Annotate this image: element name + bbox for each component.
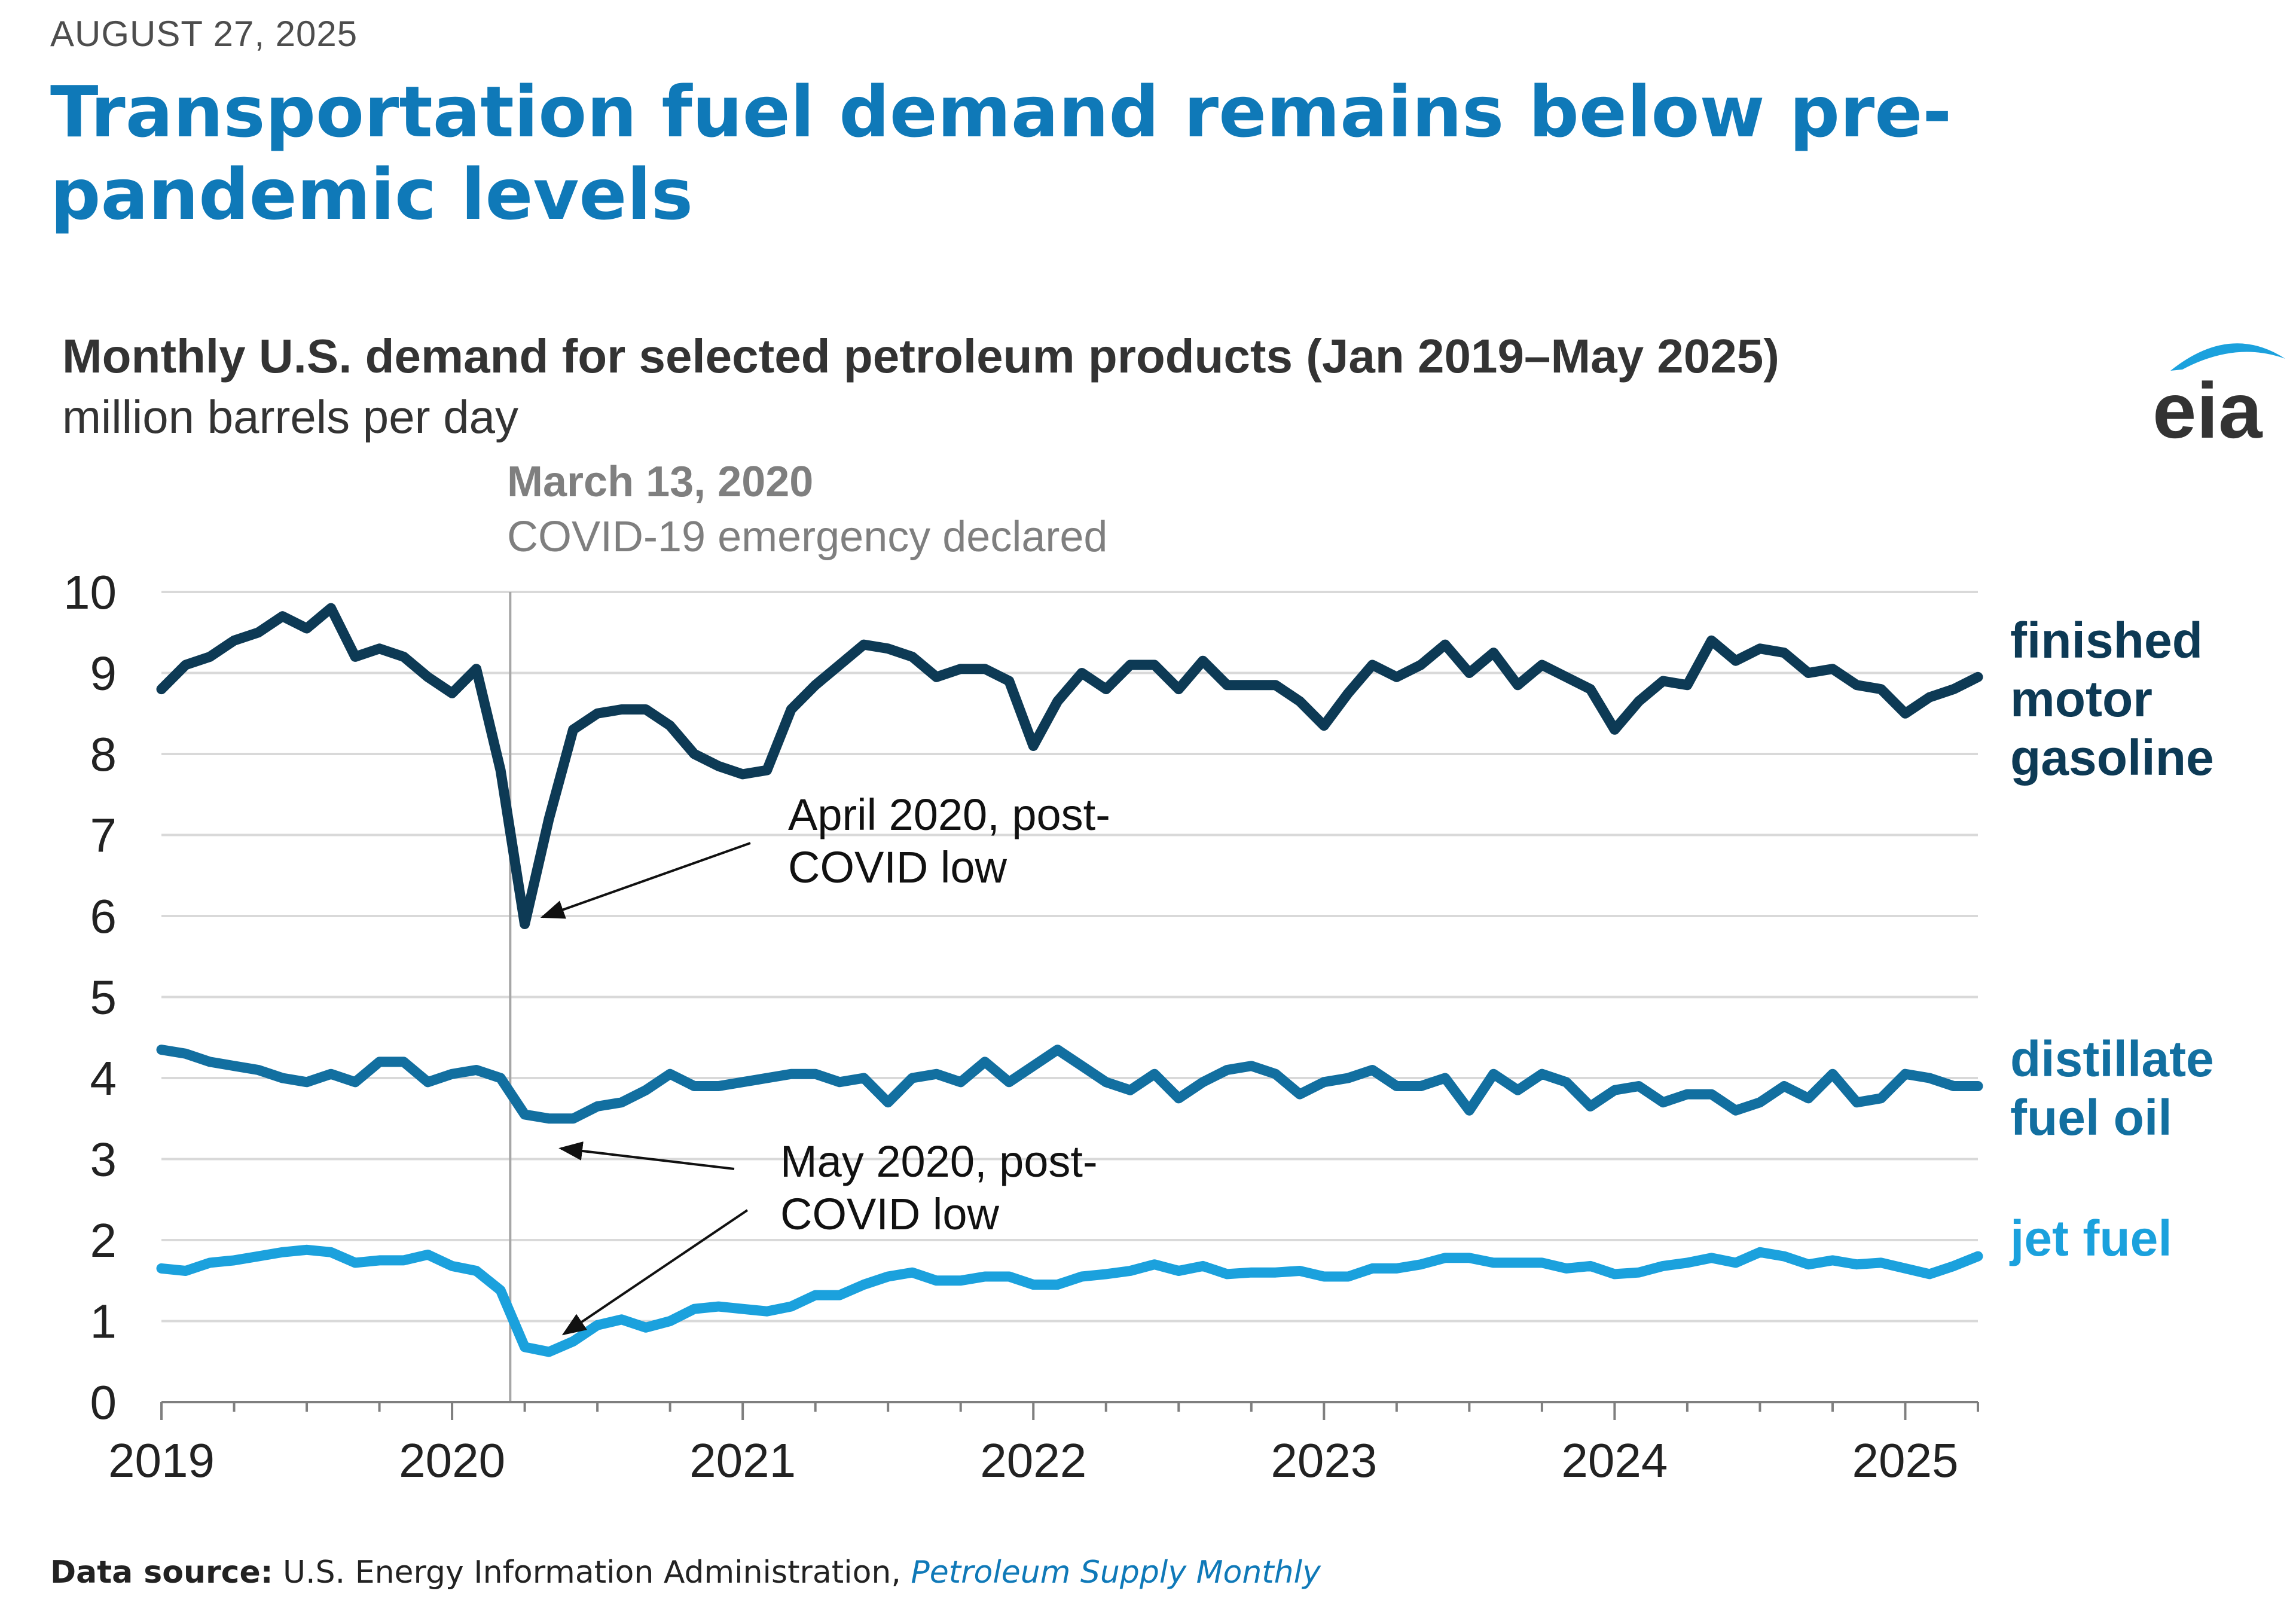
axes: 0 1 2 3 4 5 6 7 8 9 10 2019 2020 2021 2022 2023 2024 2025 [63,566,1979,1487]
y-tick-label: 6 [90,890,117,943]
x-tick-label: 2025 [1852,1434,1958,1487]
gasoline-label: motor [2010,671,2152,727]
x-tick-label: 2019 [108,1434,215,1487]
y-tick-label: 8 [90,728,117,781]
x-tick-label: 2023 [1271,1434,1377,1487]
gasoline-label: finished [2010,612,2203,668]
data-source: Data source: U.S. Energy Information Adm… [50,1555,1321,1590]
x-tick-label: 2020 [399,1434,505,1487]
x-tick-label: 2022 [980,1434,1086,1487]
distillate-label: distillate [2010,1031,2214,1087]
gridlines [161,591,1978,1403]
may-low-jet-arrow [561,1209,749,1336]
y-tick-label: 1 [90,1295,117,1348]
y-tick-label: 3 [90,1133,117,1186]
data-source-publication-link[interactable]: Petroleum Supply Monthly [911,1555,1321,1590]
jet-fuel-line [156,1244,1983,1357]
y-tick-label: 7 [90,809,117,862]
publication-date: AUGUST 27, 2025 [50,14,358,54]
covid-marker-text: COVID-19 emergency declared [507,513,1107,561]
jet-fuel-label: jet fuel [2009,1210,2172,1266]
may-low-distillate-arrow [558,1141,735,1170]
x-tick-label: 2021 [689,1434,796,1487]
eia-logo-text: eia [2152,367,2263,454]
eia-logo-swoosh-icon [2170,343,2285,371]
x-tick-label: 2024 [1561,1434,1668,1487]
headline: Transportation fuel demand remains below… [50,71,1952,236]
y-tick-label: 4 [90,1052,117,1105]
y-tick-label: 5 [90,971,117,1024]
y-tick-label: 2 [90,1214,117,1267]
series-lines [156,603,1983,1357]
april-low-arrow [540,842,751,919]
y-tick-label: 10 [63,566,117,619]
may-low-annotation: COVID low [780,1189,1000,1239]
y-tick-label: 9 [90,647,117,700]
gasoline-line [156,603,1983,929]
gasoline-label: gasoline [2010,729,2214,786]
distillate-line [156,1045,1983,1124]
april-low-annotation: April 2020, post- [788,790,1110,839]
data-source-label: Data source: [50,1555,273,1590]
chart-units: million barrels per day [62,390,518,443]
chart-title: Monthly U.S. demand for selected petrole… [62,329,1779,383]
april-low-annotation: COVID low [788,842,1007,892]
y-tick-label: 0 [90,1376,117,1429]
eia-logo[interactable]: eia [2147,335,2290,454]
distillate-label: fuel oil [2010,1089,2172,1146]
covid-marker-date: March 13, 2020 [507,458,813,506]
may-low-annotation: May 2020, post- [780,1137,1098,1186]
data-source-org: U.S. Energy Information Administration, [273,1555,911,1590]
